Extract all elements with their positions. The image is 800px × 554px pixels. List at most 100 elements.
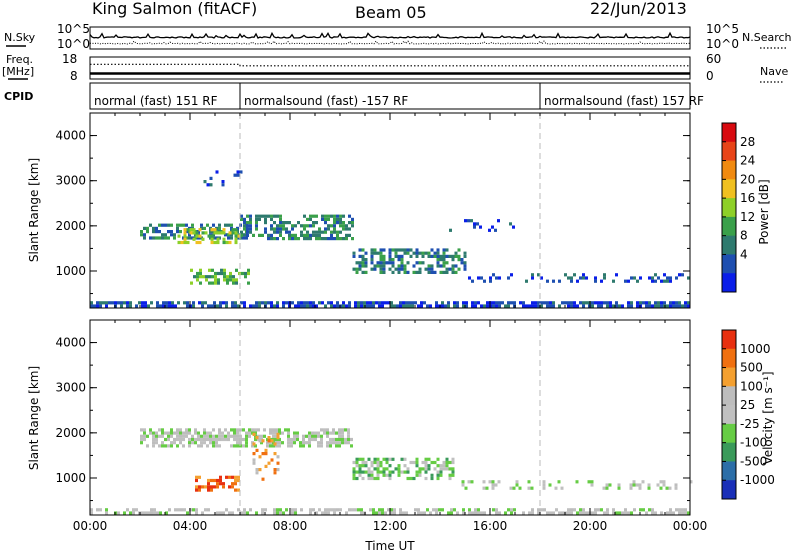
heatmap-cell [213, 301, 216, 305]
heatmap-cell [385, 473, 389, 477]
heatmap-cell [344, 441, 347, 445]
heatmap-cell [155, 431, 158, 435]
heatmap-cell [179, 441, 182, 445]
heatmap-cell [195, 485, 198, 489]
heatmap-cell [408, 304, 411, 308]
heatmap-cell [387, 508, 390, 512]
heatmap-cell [594, 279, 597, 283]
heatmap-cell [654, 279, 657, 283]
heatmap-cell [270, 224, 273, 228]
heatmap-cell [424, 476, 428, 481]
heatmap-cell [282, 221, 285, 225]
frequency-panel: Freq. [MHz] Nave 18 8 60 0 [2, 52, 788, 83]
heatmap-cell [242, 444, 245, 448]
heatmap-cell [222, 482, 225, 486]
heatmap-cell [579, 276, 582, 280]
heatmap-cell [456, 301, 459, 305]
heatmap-cell [382, 470, 386, 474]
heatmap-cell [642, 508, 645, 512]
heatmap-cell [190, 268, 193, 272]
heatmap-cell [549, 304, 552, 308]
heatmap-cell [427, 464, 431, 468]
heatmap-cell [615, 511, 618, 515]
heatmap-cell [302, 434, 305, 438]
heatmap-cell [315, 304, 318, 308]
heatmap-cell [684, 304, 687, 308]
heatmap-cell [421, 261, 425, 265]
colorbar-tick-label: 28 [740, 135, 755, 149]
heatmap-cell [152, 236, 155, 240]
heatmap-cell [312, 230, 315, 234]
heatmap-cell [406, 470, 410, 474]
heatmap-cell [198, 301, 201, 305]
heatmap-cell [361, 261, 365, 265]
heatmap-cell [226, 281, 229, 285]
heatmap-cell [324, 237, 327, 241]
heatmap-cell [287, 428, 290, 432]
heatmap-cell [327, 508, 330, 512]
heatmap-cell [411, 301, 414, 305]
heatmap-cell [90, 301, 93, 305]
heatmap-cell [417, 508, 420, 512]
heatmap-cell [219, 231, 223, 235]
heatmap-cell [654, 273, 657, 277]
heatmap-cell [318, 508, 321, 512]
heatmap-cell [224, 437, 227, 442]
heatmap-cell [324, 230, 327, 234]
heatmap-cell [197, 431, 200, 435]
heatmap-cell [199, 275, 202, 279]
heatmap-cell [390, 304, 393, 308]
heatmap-cell [293, 437, 296, 442]
heatmap-cell [369, 301, 372, 305]
heatmap-cell [234, 301, 237, 305]
heatmap-cell [402, 304, 405, 308]
heatmap-cell [243, 217, 246, 221]
heatmap-cell [252, 432, 256, 436]
heatmap-cell [216, 482, 219, 486]
heatmap-cell [372, 508, 375, 512]
heatmap-cell [364, 464, 368, 468]
heatmap-cell [498, 301, 501, 305]
heatmap-cell [327, 511, 330, 515]
heatmap-cell [249, 230, 252, 234]
heatmap-cell [264, 227, 267, 231]
heatmap-cell [258, 233, 261, 237]
heatmap-cell [249, 214, 252, 218]
heatmap-cell [179, 223, 182, 227]
heatmap-cell [246, 511, 249, 515]
heatmap-cell [200, 441, 203, 445]
heatmap-cell [345, 227, 348, 231]
heatmap-cell [326, 431, 329, 435]
heatmap-cell [302, 444, 305, 448]
heatmap-cell [388, 248, 392, 252]
heatmap-cell [332, 441, 335, 445]
heatmap-cell [333, 224, 336, 228]
heatmap-cell [666, 279, 669, 283]
heatmap-cell [606, 304, 609, 308]
heatmap-cell [482, 486, 486, 490]
heatmap-cell [267, 214, 270, 218]
heatmap-cell [463, 254, 467, 258]
heatmap-cell [211, 268, 214, 272]
heatmap-cell [126, 508, 129, 512]
heatmap-cell [224, 223, 227, 227]
heatmap-cell [470, 219, 473, 223]
heatmap-cell [324, 508, 327, 512]
heatmap-cell [191, 434, 194, 438]
heatmap-cell [492, 304, 495, 308]
heatmap-cell [678, 511, 681, 515]
heatmap-cell [170, 431, 173, 435]
heatmap-cell [367, 467, 371, 471]
heatmap-cell [278, 441, 281, 445]
heatmap-cell [651, 304, 654, 308]
heatmap-cell [99, 304, 102, 308]
heatmap-cell [146, 230, 149, 234]
heatmap-cell [282, 227, 285, 231]
heatmap-cell [204, 485, 207, 489]
heatmap-cell [457, 248, 461, 252]
heatmap-cell [290, 444, 293, 448]
heatmap-cell [230, 434, 233, 438]
heatmap-cell [479, 225, 482, 229]
heatmap-cell [249, 224, 252, 228]
heatmap-cell [158, 230, 161, 234]
